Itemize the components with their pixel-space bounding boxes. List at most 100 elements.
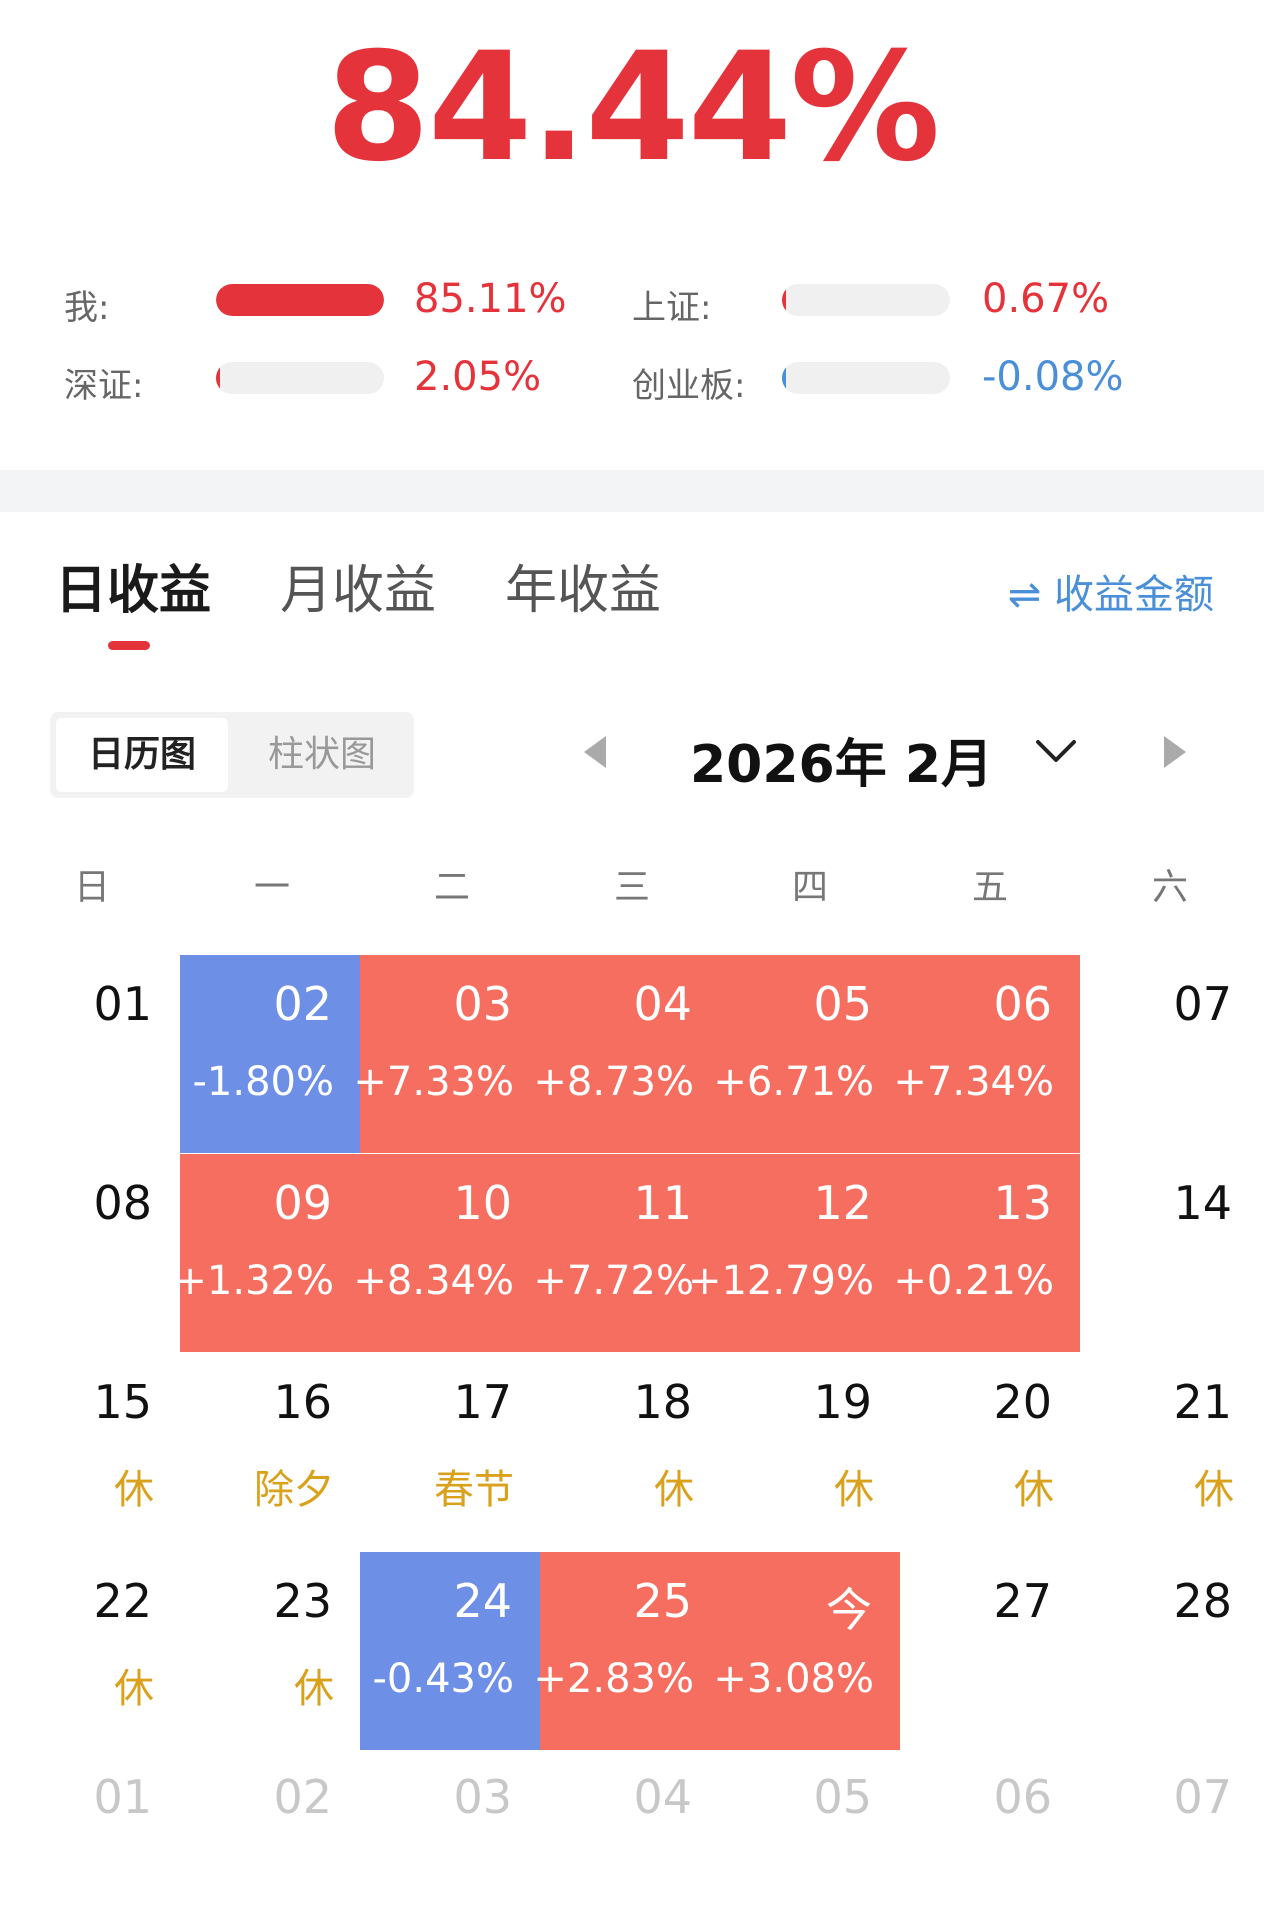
calendar-view-button[interactable]: 日历图 <box>56 718 228 792</box>
calendar-day-cell[interactable]: 25 +2.83% <box>533 1552 720 1750</box>
daily-return: +8.73% <box>533 1059 694 1105</box>
holiday-label: 春节 <box>434 1467 514 1513</box>
weekday-label: 六 <box>1151 867 1188 908</box>
calendar-day-cell[interactable]: 06 +7.34% <box>893 955 1080 1153</box>
day-number: 13 <box>993 1176 1052 1230</box>
next-month-day: 02 <box>273 1770 332 1824</box>
calendar-day-cell[interactable]: 05 +6.71% <box>713 955 900 1153</box>
calendar-day-cell[interactable]: 今 +3.08% <box>713 1552 900 1750</box>
calendar-day-cell[interactable]: 04 +8.73% <box>533 955 720 1153</box>
next-month-icon[interactable] <box>1164 736 1186 768</box>
next-month-day: 06 <box>993 1770 1052 1824</box>
benchmark-value: 2.05% <box>414 354 542 400</box>
benchmark-item: 创业板: -0.08% <box>0 354 1264 408</box>
day-number: 07 <box>1173 977 1232 1031</box>
benchmark-bar <box>216 362 384 394</box>
day-number: 18 <box>633 1375 692 1429</box>
view-toggle: 日历图 柱状图 <box>50 712 414 798</box>
holiday-label: 休 <box>834 1467 874 1513</box>
benchmark-label: 我: <box>64 288 110 328</box>
calendar-day-cell[interactable]: 23 休 <box>180 1552 360 1750</box>
calendar-day-cell[interactable]: 07 <box>1080 955 1260 1153</box>
day-number: 09 <box>273 1176 332 1230</box>
calendar-week: 08 09 +1.32% 10 +8.34% 11 +7.72% 12 +12.79% 13 +0.… <box>0 1154 1264 1352</box>
calendar-day-cell[interactable]: 17 春节 <box>360 1353 540 1551</box>
benchmark-label: 深证: <box>64 366 144 406</box>
calendar-day-cell[interactable]: 10 +8.34% <box>353 1154 540 1352</box>
benchmark-label: 上证: <box>632 288 712 328</box>
calendar-day-cell[interactable]: 20 休 <box>900 1353 1080 1551</box>
weekday-label: 四 <box>791 867 828 908</box>
calendar-day-cell[interactable]: 03 +7.33% <box>353 955 540 1153</box>
bar-view-button[interactable]: 柱状图 <box>267 734 376 775</box>
calendar-day-cell[interactable]: 21 休 <box>1080 1353 1260 1551</box>
benchmark-bar-fill <box>216 284 384 316</box>
next-month-day: 05 <box>813 1770 872 1824</box>
total-return: 84.44% <box>325 21 941 195</box>
next-month-day: 03 <box>453 1770 512 1824</box>
day-number: 17 <box>453 1375 512 1429</box>
daily-return: +3.08% <box>713 1656 874 1702</box>
next-month-day: 07 <box>1173 1770 1232 1824</box>
holiday-label: 休 <box>1014 1467 1054 1513</box>
calendar-day-cell[interactable]: 15 休 <box>0 1353 180 1551</box>
daily-return: +7.72% <box>533 1258 694 1304</box>
benchmark-bar-fill <box>216 362 221 394</box>
holiday-label: 休 <box>114 1666 154 1712</box>
weekday-label: 二 <box>433 867 470 908</box>
daily-return: -0.43% <box>372 1656 514 1702</box>
calendar-day-cell[interactable]: 11 +7.72% <box>533 1154 720 1352</box>
day-number: 19 <box>813 1375 872 1429</box>
calendar-day-cell[interactable]: 14 <box>1080 1154 1260 1352</box>
tab-monthly[interactable]: 月收益 <box>280 561 437 621</box>
prev-month-icon[interactable] <box>584 736 606 768</box>
benchmark-bar-fill <box>782 284 786 316</box>
holiday-label: 休 <box>1194 1467 1234 1513</box>
day-number: 28 <box>1173 1574 1232 1628</box>
calendar-day-cell[interactable]: 02 -1.80% <box>180 955 360 1153</box>
weekday-label: 三 <box>613 867 650 908</box>
calendar-day-cell[interactable]: 27 <box>900 1552 1080 1750</box>
tab-yearly[interactable]: 年收益 <box>505 561 662 621</box>
benchmark-value: 0.67% <box>982 276 1110 322</box>
daily-return: +0.21% <box>893 1258 1054 1304</box>
month-title[interactable]: 2026年 2月 <box>690 735 994 795</box>
benchmark-bar-fill <box>782 362 786 394</box>
day-number: 03 <box>453 977 512 1031</box>
weekday-label: 日 <box>73 867 110 908</box>
calendar-day-cell[interactable]: 09 +1.32% <box>173 1154 360 1352</box>
chevron-down-icon[interactable] <box>1034 736 1078 766</box>
benchmark-value: 85.11% <box>414 276 567 322</box>
benchmark-value: -0.08% <box>982 354 1124 400</box>
day-number: 06 <box>993 977 1052 1031</box>
calendar-day-cell[interactable]: 13 +0.21% <box>893 1154 1080 1352</box>
next-month-row: 01 02 03 04 05 06 07 <box>0 1770 1264 1830</box>
calendar-day-cell[interactable]: 18 休 <box>540 1353 720 1551</box>
calendar-day-cell[interactable]: 22 休 <box>0 1552 180 1750</box>
calendar-day-cell[interactable]: 08 <box>0 1154 180 1352</box>
weekday-label: 一 <box>253 867 290 908</box>
day-number: 25 <box>633 1574 692 1628</box>
calendar-day-cell[interactable]: 24 -0.43% <box>360 1552 540 1750</box>
calendar-week: 15 休 16 除夕 17 春节 18 休 19 休 20 休 21 休 <box>0 1353 1264 1551</box>
calendar-day-cell[interactable]: 12 +12.79% <box>688 1154 900 1352</box>
calendar-day-cell[interactable]: 16 除夕 <box>180 1353 360 1551</box>
day-number: 15 <box>93 1375 152 1429</box>
calendar-day-cell[interactable]: 19 休 <box>720 1353 900 1551</box>
daily-return: +7.33% <box>353 1059 514 1105</box>
daily-return: +8.34% <box>353 1258 514 1304</box>
day-number: 02 <box>273 977 332 1031</box>
switch-amount-button[interactable]: ⇌ 收益金额 <box>1007 572 1214 618</box>
holiday-label: 休 <box>294 1666 334 1712</box>
calendar-day-cell[interactable]: 01 <box>0 955 180 1153</box>
daily-return: -1.80% <box>192 1059 334 1105</box>
daily-return: +12.79% <box>687 1258 874 1304</box>
weekday-header: 日一二三四五六 <box>0 858 1264 908</box>
day-number: 01 <box>93 977 152 1031</box>
calendar-day-cell[interactable]: 28 <box>1080 1552 1260 1750</box>
tab-daily[interactable]: 日收益 <box>55 561 212 621</box>
daily-return: +1.32% <box>173 1258 334 1304</box>
day-number: 22 <box>93 1574 152 1628</box>
benchmark-bar <box>782 362 950 394</box>
benchmark-item: 我: 85.11% <box>0 276 1264 330</box>
